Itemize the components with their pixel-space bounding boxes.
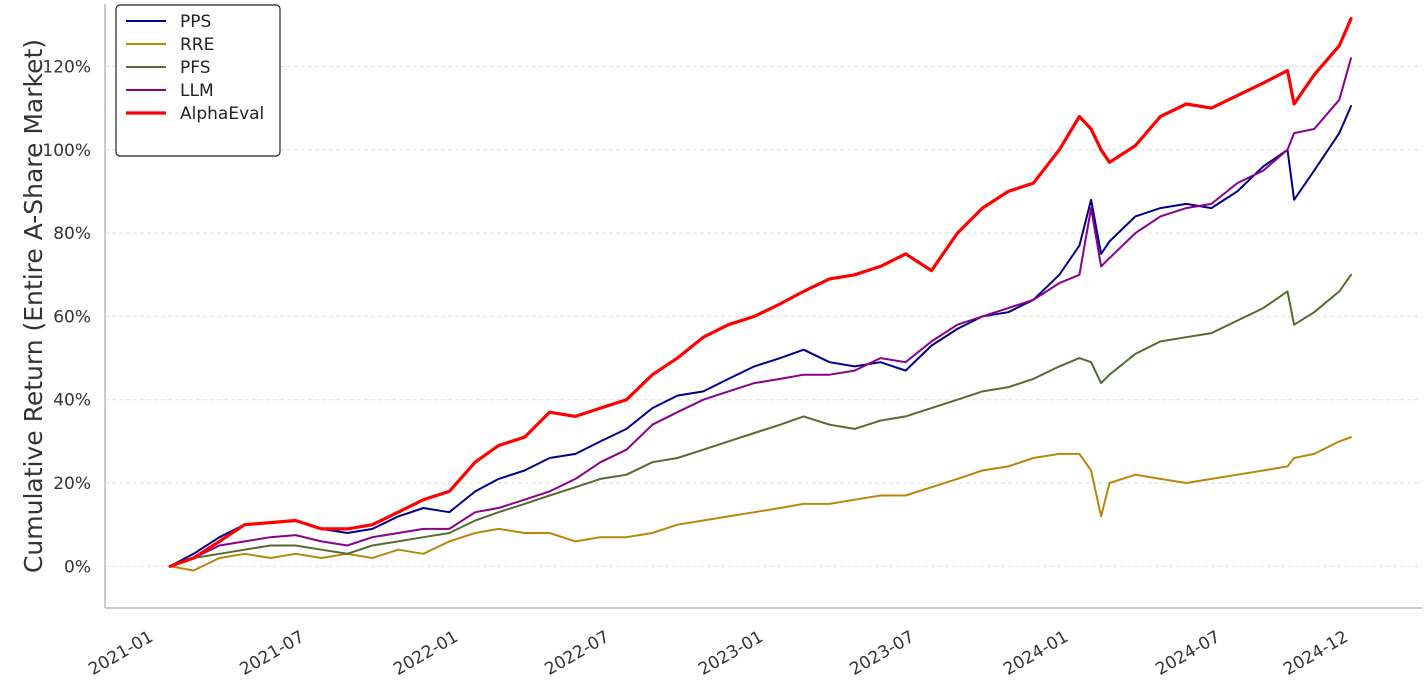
y-axis-label: Cumulative Return (Entire A-Share Market… [19, 39, 48, 573]
grid [105, 65, 1422, 567]
y-tick-label: 60% [53, 307, 91, 327]
y-tick-label: 0% [64, 557, 91, 577]
y-tick-label: 120% [42, 57, 91, 77]
y-tick-label: 80% [53, 224, 91, 244]
y-tick-label: 40% [53, 391, 91, 411]
y-tick-labels: 0% 20% 40% 60% 80% 100% 120% [42, 57, 91, 577]
y-tick-label: 20% [53, 474, 91, 494]
axes [104, 4, 1422, 609]
legend-label: PFS [180, 58, 211, 78]
legend-box [115, 4, 281, 157]
legend-label: RRE [180, 35, 214, 55]
legend-label: LLM [180, 81, 214, 101]
series-lines [168, 17, 1353, 572]
series-line-pfs [169, 273, 1352, 568]
legend-label: AlphaEval [180, 104, 264, 124]
series-line-llm [169, 57, 1352, 568]
series-line-rre [169, 436, 1352, 572]
y-tick-label: 100% [42, 141, 91, 161]
legend: PPS RRE PFS LLM AlphaEval [115, 4, 281, 157]
series-line-pps [169, 105, 1352, 568]
series-line-alphaeval [168, 17, 1353, 568]
legend-label: PPS [180, 12, 211, 32]
